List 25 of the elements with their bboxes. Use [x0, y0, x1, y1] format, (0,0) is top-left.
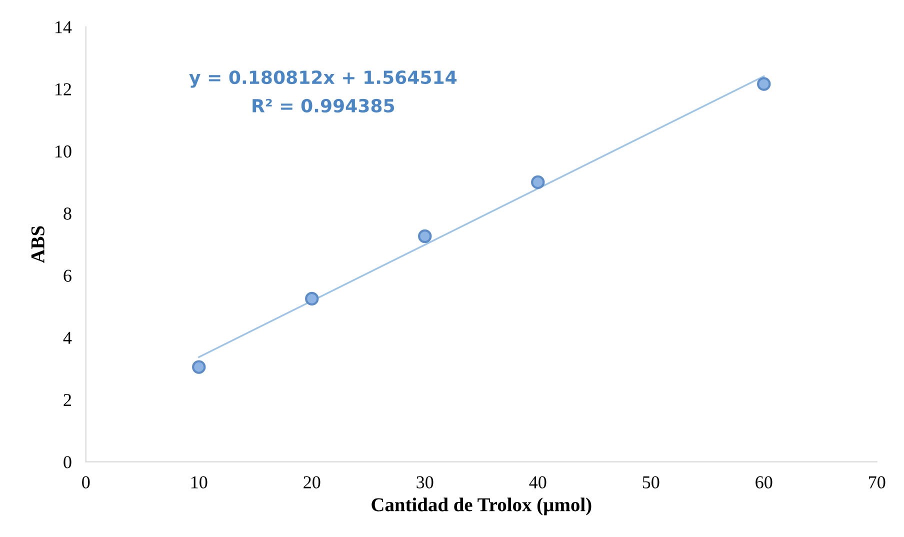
point: [305, 292, 319, 306]
x-tick-label: 40: [529, 476, 546, 488]
y-tick-label: 8: [64, 208, 72, 220]
x-tick-label: 20: [304, 476, 320, 488]
x-tick-label: 60: [756, 476, 772, 488]
x-tick-label: 0: [82, 476, 90, 488]
x-tick-label: 70: [869, 476, 886, 488]
point: [192, 360, 206, 374]
y-tick-label: 14: [56, 21, 72, 34]
y-tick-label: 10: [56, 145, 72, 158]
x-tick-label: 30: [416, 476, 434, 488]
y-axis-title: ABS: [31, 226, 44, 264]
point: [418, 229, 432, 244]
annotation: y = 0.180812x + 1.564514: [189, 70, 457, 88]
point: [531, 175, 545, 190]
y-tick-label: 12: [56, 83, 71, 96]
x-tick-label: 50: [642, 476, 660, 488]
x-tick-label: 10: [191, 476, 208, 488]
annotation: R² = 0.994385: [252, 98, 394, 113]
y-tick-label: 6: [64, 270, 72, 282]
y-tick-label: 2: [64, 394, 71, 406]
y-tick-label: 0: [64, 456, 72, 468]
point: [757, 77, 771, 91]
x-axis-title: Cantidad de Trolox (µmol): [372, 498, 592, 516]
y-tick-label: 4: [63, 332, 72, 344]
